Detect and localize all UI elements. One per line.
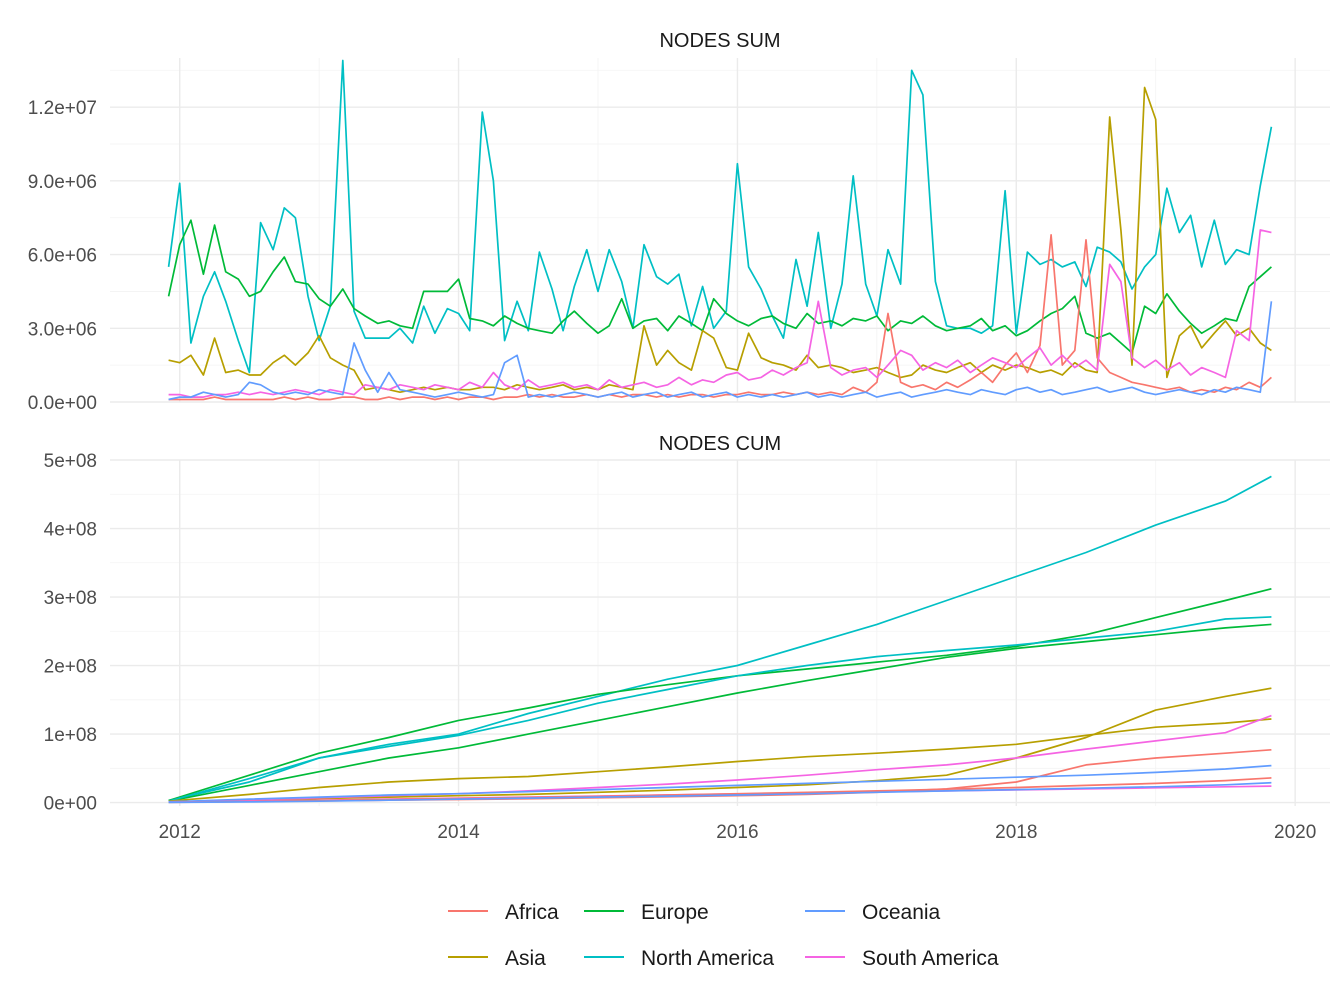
legend-item: Europe [584, 901, 709, 924]
series-line [168, 86, 1272, 394]
legend: Africa Asia Europe North America Oceania Sout… [448, 901, 999, 970]
y-tick-label: 1e+08 [44, 725, 97, 746]
panel-title-nodes-cum: NODES CUM [659, 433, 781, 455]
series-line [167, 219, 1272, 354]
legend-item: North America [584, 947, 774, 970]
series-line [168, 234, 1272, 401]
panel-title-nodes-sum: NODES SUM [659, 30, 780, 52]
series-line [168, 718, 1272, 803]
series-line [167, 59, 1273, 374]
series-line [168, 623, 1272, 803]
x-tick-label: 2016 [716, 822, 758, 843]
legend-item: Oceania [805, 901, 941, 924]
panel-nodes-sum-grid [110, 58, 1330, 403]
y-tick-label: 5e+08 [44, 451, 97, 472]
x-tick-label: 2018 [995, 822, 1037, 843]
legend-item: Africa [448, 901, 559, 924]
panel-nodes-cum-grid [110, 459, 1330, 806]
y-tick-label: 9.0e+06 [28, 172, 97, 193]
y-tick-label: 1.2e+07 [28, 98, 97, 119]
y-tick-label: 3e+08 [44, 588, 97, 609]
panel-nodes-sum: 0.0e+00 3.0e+06 6.0e+06 9.0e+06 1.2e+07 NODE… [28, 30, 1330, 414]
legend-label: South America [862, 947, 999, 970]
y-tick-label: 4e+08 [44, 520, 97, 541]
legend-item: South America [805, 947, 999, 970]
y-tick-label: 0e+00 [44, 794, 97, 815]
legend-item: Asia [448, 947, 546, 970]
x-tick-label: 2014 [437, 822, 480, 843]
panel-nodes-sum-y-ticks: 0.0e+00 3.0e+06 6.0e+06 9.0e+06 1.2e+07 [28, 98, 97, 414]
legend-label: Asia [505, 947, 546, 970]
legend-label: Oceania [862, 901, 941, 924]
series-line [168, 229, 1272, 398]
series-line [168, 616, 1272, 803]
panel-nodes-sum-lines [167, 59, 1273, 401]
y-tick-label: 0.0e+00 [28, 393, 97, 414]
y-tick-label: 3.0e+06 [28, 319, 97, 340]
panel-nodes-cum-y-ticks: 0e+00 1e+08 2e+08 3e+08 4e+08 5e+08 [44, 451, 97, 815]
series-line [168, 301, 1273, 401]
panel-nodes-cum-lines [168, 475, 1272, 804]
panel-nodes-cum: 0e+00 1e+08 2e+08 3e+08 4e+08 5e+08 NODES CUM [44, 433, 1330, 815]
series-line [168, 781, 1272, 804]
x-tick-label: 2020 [1274, 822, 1316, 843]
x-tick-label: 2012 [159, 822, 201, 843]
legend-label: North America [641, 947, 774, 970]
legend-label: Europe [641, 901, 709, 924]
series-line [168, 475, 1272, 802]
y-tick-label: 2e+08 [44, 657, 97, 678]
legend-label: Africa [505, 901, 559, 924]
series-line [168, 764, 1272, 803]
x-axis-ticks: 2012 2014 2016 2018 2020 [159, 822, 1317, 843]
y-tick-label: 6.0e+06 [28, 246, 97, 267]
series-line [168, 687, 1272, 803]
